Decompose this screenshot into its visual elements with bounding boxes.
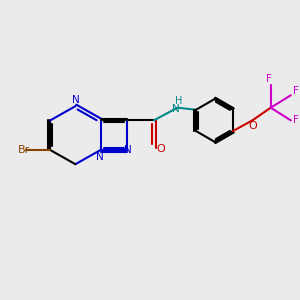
- Text: Br: Br: [18, 145, 30, 155]
- Text: N: N: [71, 95, 79, 105]
- Text: N: N: [124, 145, 132, 155]
- Text: F: F: [293, 86, 299, 96]
- Text: O: O: [248, 121, 257, 131]
- Text: O: O: [156, 144, 165, 154]
- Text: N: N: [172, 104, 180, 114]
- Text: F: F: [266, 74, 272, 84]
- Text: F: F: [293, 116, 299, 125]
- Text: H: H: [175, 96, 183, 106]
- Text: N: N: [96, 152, 104, 162]
